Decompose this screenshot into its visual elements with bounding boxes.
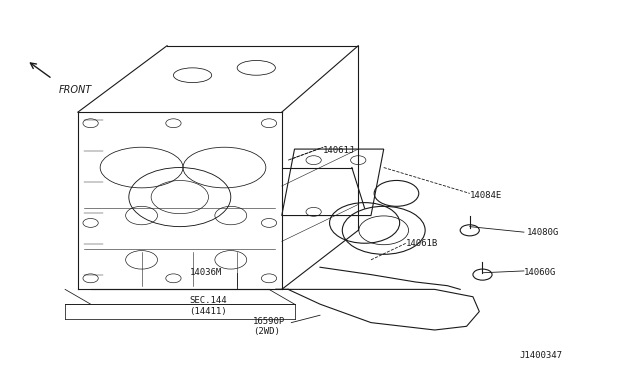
Text: 14080G: 14080G bbox=[527, 228, 559, 237]
Text: 16590P
(2WD): 16590P (2WD) bbox=[253, 317, 285, 336]
Text: 14084E: 14084E bbox=[470, 191, 502, 200]
Text: 14061J: 14061J bbox=[323, 147, 355, 155]
Text: SEC.144
(14411): SEC.144 (14411) bbox=[189, 296, 227, 316]
Text: 14036M: 14036M bbox=[189, 268, 221, 277]
Text: 14060G: 14060G bbox=[524, 268, 556, 277]
Text: FRONT: FRONT bbox=[59, 85, 92, 95]
Text: 14061B: 14061B bbox=[406, 239, 438, 248]
Text: J1400347: J1400347 bbox=[519, 351, 562, 360]
